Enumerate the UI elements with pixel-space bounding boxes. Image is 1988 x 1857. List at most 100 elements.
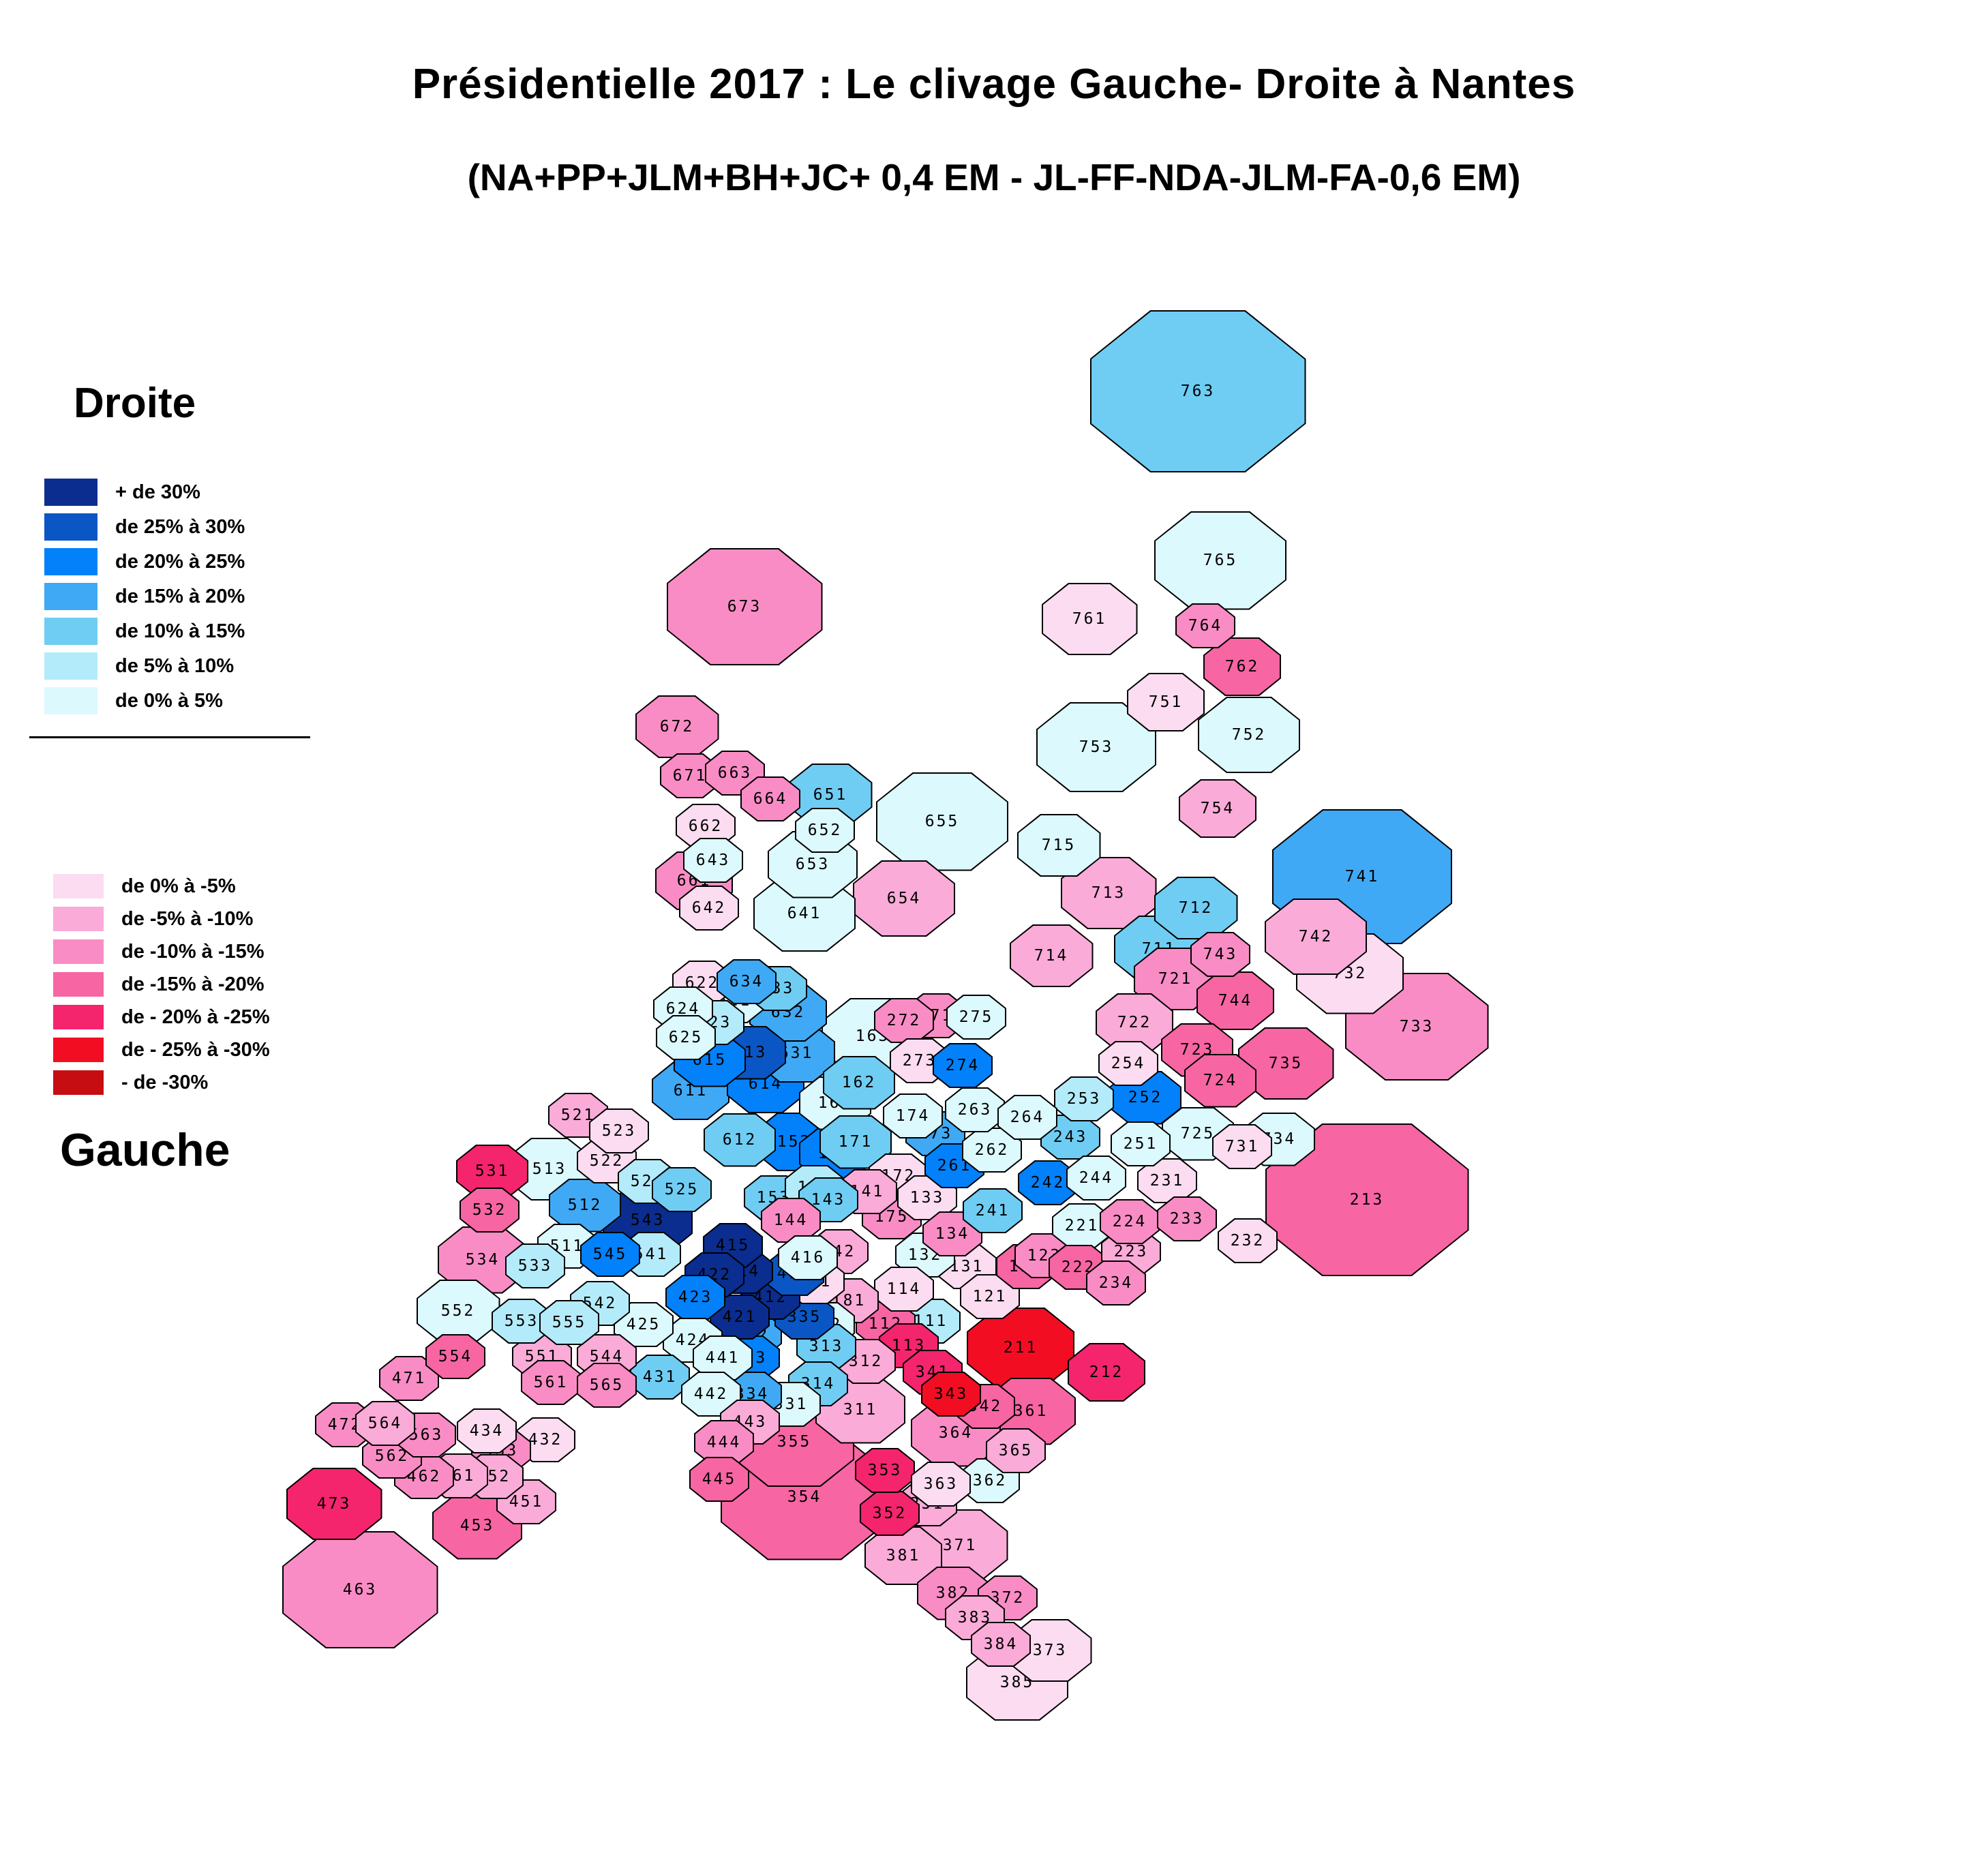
district-number: 364 <box>938 1424 974 1442</box>
legend-color-swatch <box>53 1005 104 1029</box>
district-251: 251 <box>1111 1121 1171 1166</box>
district-number: 415 <box>715 1237 751 1254</box>
district-463: 463 <box>282 1531 438 1648</box>
district-264: 264 <box>997 1095 1057 1140</box>
district-number: 742 <box>1298 928 1334 946</box>
legend-item-label: + de 30% <box>115 481 200 503</box>
district-number: 444 <box>706 1434 742 1451</box>
district-253: 253 <box>1054 1076 1114 1121</box>
district-number: 434 <box>469 1422 504 1440</box>
district-area: 114 <box>875 1268 933 1310</box>
district-number: 733 <box>1399 1018 1434 1036</box>
legend-item: de -5% à -10% <box>53 907 270 931</box>
district-423: 423 <box>665 1275 725 1320</box>
district-area: 724 <box>1186 1055 1255 1106</box>
district-number: 264 <box>1010 1108 1045 1126</box>
district-number: 311 <box>843 1401 878 1419</box>
legend-item-label: de 20% à 25% <box>115 550 245 573</box>
district-655: 655 <box>876 772 1008 871</box>
district-area: 144 <box>762 1199 819 1241</box>
page-title: Présidentielle 2017 : Le clivage Gauche-… <box>412 61 1576 108</box>
district-area: 673 <box>667 549 822 664</box>
district-number: 534 <box>465 1251 500 1269</box>
district-area: 742 <box>1266 900 1366 973</box>
legend-color-swatch <box>53 874 104 899</box>
district-area: 232 <box>1219 1220 1276 1262</box>
district-area: 664 <box>742 778 799 820</box>
district-number: 274 <box>945 1057 980 1074</box>
district-area: 751 <box>1128 674 1203 730</box>
district-441: 441 <box>693 1335 753 1380</box>
district-number: 223 <box>1113 1243 1149 1260</box>
legend-item: de - 25% à -30% <box>53 1038 270 1062</box>
district-number: 752 <box>1231 726 1267 744</box>
legend-item-label: de 15% à 20% <box>115 585 245 607</box>
district-174: 174 <box>883 1093 943 1138</box>
district-number: 313 <box>809 1338 844 1355</box>
district-area: 532 <box>461 1189 518 1231</box>
legend-droite-items: + de 30% de 25% à 30% de 20% à 25% de 15… <box>44 479 245 722</box>
district-634: 634 <box>717 959 777 1004</box>
district-area: 241 <box>964 1190 1021 1232</box>
district-area: 264 <box>999 1096 1056 1138</box>
district-number: 272 <box>886 1012 922 1029</box>
district-area: 224 <box>1101 1201 1158 1243</box>
district-number: 432 <box>528 1431 563 1449</box>
district-area: 431 <box>631 1356 689 1398</box>
district-area: 523 <box>590 1110 648 1152</box>
district-612: 612 <box>704 1113 776 1167</box>
legend-item: de 0% à 5% <box>44 687 245 714</box>
district-area: 512 <box>550 1179 620 1231</box>
legend-color-swatch <box>44 513 97 541</box>
district-114: 114 <box>874 1267 934 1312</box>
district-area: 672 <box>636 697 718 757</box>
district-area: 555 <box>541 1301 598 1344</box>
district-561: 561 <box>521 1360 581 1405</box>
district-number: 712 <box>1178 899 1214 917</box>
district-area: 253 <box>1055 1078 1113 1120</box>
district-area: 363 <box>912 1463 969 1505</box>
district-654: 654 <box>853 860 955 937</box>
district-area: 343 <box>922 1373 980 1415</box>
district-area: 121 <box>961 1275 1019 1318</box>
district-area: 545 <box>582 1233 639 1275</box>
district-643: 643 <box>683 838 743 883</box>
district-724: 724 <box>1184 1053 1256 1108</box>
district-number: 521 <box>560 1106 596 1124</box>
district-number: 431 <box>642 1368 678 1386</box>
district-554: 554 <box>425 1334 485 1379</box>
district-275: 275 <box>946 995 1006 1040</box>
district-number: 162 <box>841 1074 877 1091</box>
district-area: 444 <box>695 1421 753 1464</box>
district-number: 624 <box>665 1000 701 1018</box>
district-number: 761 <box>1072 610 1107 628</box>
district-number: 371 <box>942 1537 978 1554</box>
legend-color-swatch <box>44 687 97 714</box>
district-area: 263 <box>946 1089 1004 1131</box>
district-number: 171 <box>838 1133 873 1151</box>
district-number: 724 <box>1203 1072 1238 1089</box>
legend-item-label: de 0% à -5% <box>121 875 236 897</box>
district-number: 553 <box>504 1312 539 1330</box>
district-number: 651 <box>813 786 848 804</box>
district-area: 752 <box>1199 698 1299 772</box>
district-number: 365 <box>998 1442 1034 1460</box>
district-number: 634 <box>729 973 764 991</box>
district-number: 555 <box>552 1314 587 1331</box>
district-number: 224 <box>1112 1213 1147 1231</box>
district-area: 463 <box>283 1533 437 1647</box>
district-area: 765 <box>1156 512 1285 609</box>
legend-color-swatch <box>44 618 97 645</box>
district-number: 343 <box>933 1385 969 1403</box>
district-number: 671 <box>672 767 708 785</box>
district-number: 743 <box>1203 946 1238 963</box>
district-number: 273 <box>902 1052 937 1070</box>
district-area: 731 <box>1214 1126 1271 1168</box>
district-262: 262 <box>962 1128 1022 1173</box>
district-area: 234 <box>1087 1262 1145 1304</box>
legend-item-label: de -10% à -15% <box>121 940 265 963</box>
district-number: 552 <box>440 1302 476 1320</box>
district-652: 652 <box>795 808 855 853</box>
district-number: 352 <box>872 1505 907 1522</box>
legend-item: de -10% à -15% <box>53 939 270 964</box>
